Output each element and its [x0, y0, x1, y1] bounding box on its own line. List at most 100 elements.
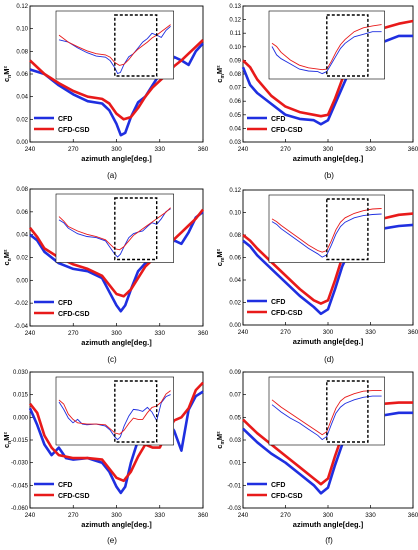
y-tick-label: 0.00 [16, 140, 28, 146]
y-tick-label: 0.08 [229, 233, 241, 239]
x-tick-label: 330 [365, 329, 376, 336]
panel-label: (c) [107, 355, 117, 364]
y-tick-label: 0.12 [16, 4, 28, 10]
panel-f: 240 270 300 330 360 -0.03 -0.01 0.01 0.03 0.05 0.0… [215, 370, 418, 545]
legend-label: CFD [271, 299, 285, 306]
x-tick-label: 240 [238, 512, 249, 519]
inset-series-line [58, 394, 171, 441]
y-tick-label: -0.04 [14, 324, 28, 330]
panel-label: (f) [325, 536, 333, 545]
x-tick-label: 270 [280, 512, 291, 519]
legend-label: CFD-CSD [271, 127, 303, 134]
y-tick-label: 0.10 [229, 45, 241, 51]
y-tick-label: 0.03 [229, 140, 241, 146]
legend-label: CFD-CSD [271, 310, 303, 317]
x-tick-label: 300 [111, 330, 122, 337]
y-tick-label: 0.03 [229, 438, 241, 444]
y-tick-label: 0.06 [229, 256, 241, 262]
x-tick-label: 360 [198, 512, 209, 519]
x-tick-label: 330 [365, 512, 376, 519]
y-tick-label: 0.10 [16, 27, 28, 33]
series-line-cfd-csd [28, 381, 204, 483]
x-tick-label: 240 [25, 512, 36, 519]
y-axis-label: cnM² [2, 249, 13, 265]
y-tick-label: -0.045 [11, 483, 29, 489]
y-tick-label: 0.09 [229, 370, 241, 376]
y-tick-label: 0.08 [229, 72, 241, 78]
panel-a: 240 270 300 330 360 0.00 0.02 0.04 0.06 0.08 0.10 0… [2, 4, 209, 180]
legend-label: CFD-CSD [271, 493, 303, 500]
legend-label: CFD-CSD [58, 311, 90, 318]
inset-zoom-box [326, 14, 369, 77]
inset-series-line [58, 207, 171, 251]
x-tick-label: 360 [408, 146, 418, 153]
y-tick-label: 0.00 [229, 323, 241, 329]
x-tick-label: 270 [68, 512, 79, 519]
inset-series-line [271, 395, 382, 441]
panel-d: 240 270 300 330 360 0.00 0.02 0.04 0.06 0.08 0.10 0… [215, 188, 418, 364]
y-tick-label: 0.05 [229, 113, 241, 119]
x-tick-label: 240 [238, 146, 249, 153]
panel-label: (d) [324, 355, 334, 364]
x-tick-label: 240 [25, 146, 36, 153]
legend-label: CFD [58, 116, 72, 123]
x-axis-label: azimuth angle[deg.] [81, 520, 152, 529]
legend-label: CFD [58, 300, 72, 307]
panel-label: (b) [324, 171, 334, 180]
legend-label: CFD [58, 482, 72, 489]
x-tick-label: 270 [68, 146, 79, 153]
x-tick-label: 270 [68, 330, 79, 337]
x-tick-label: 360 [408, 512, 418, 519]
x-tick-label: 270 [280, 146, 291, 153]
y-tick-label: 0.04 [229, 126, 241, 132]
y-tick-label: 0.07 [229, 86, 241, 92]
inset-series-line [271, 390, 382, 436]
y-axis-label: cmM² [215, 248, 226, 266]
x-tick-label: 330 [154, 512, 165, 519]
legend-label: CFD-CSD [58, 493, 90, 500]
y-tick-label: 0.13 [229, 4, 241, 10]
inset-zoom-box [114, 14, 158, 77]
y-tick-label: 0.015 [13, 393, 29, 399]
x-tick-label: 300 [323, 512, 334, 519]
x-tick-label: 300 [111, 512, 122, 519]
series-line-cfd [29, 210, 204, 313]
x-tick-label: 240 [238, 329, 249, 336]
y-tick-label: -0.01 [227, 483, 241, 489]
y-tick-label: 0.04 [16, 95, 28, 101]
x-tick-label: 360 [198, 146, 209, 153]
x-tick-label: 240 [25, 330, 36, 337]
x-axis-label: azimuth angle[deg.] [293, 520, 364, 529]
panel-c: 240 270 300 330 360 -0.04 -0.02 0.00 0.02 0.04 0.0… [2, 187, 209, 364]
y-tick-label: 0.06 [229, 99, 241, 105]
y-tick-label: 0.05 [229, 415, 241, 421]
x-axis-label: azimuth angle[deg.] [81, 154, 152, 163]
y-tick-label: -0.015 [11, 438, 29, 444]
panel-label: (a) [107, 171, 117, 180]
inset-series-line [58, 208, 171, 258]
y-tick-label: 0.07 [229, 393, 241, 399]
y-tick-label: 0.09 [229, 58, 241, 64]
y-tick-label: 0.02 [229, 301, 241, 307]
legend-label: CFD-CSD [58, 127, 90, 134]
panel-e: 240 270 300 330 360 -0.060 -0.045 -0.030 -0.015 0… [2, 370, 209, 545]
y-tick-label: 0.12 [229, 18, 241, 24]
y-tick-label: 0.030 [13, 370, 29, 376]
x-tick-label: 300 [323, 329, 334, 336]
y-tick-label: 0.02 [16, 117, 28, 123]
panel-b: 240 270 300 330 360 0.03 0.04 0.05 0.06 0.07 0.08 0… [215, 4, 418, 180]
y-tick-label: 0.06 [16, 72, 28, 78]
y-tick-label: 0.000 [13, 415, 29, 421]
x-axis-label: azimuth angle[deg.] [293, 154, 364, 163]
legend-label: CFD [271, 482, 285, 489]
y-tick-label: 0.04 [229, 278, 241, 284]
y-tick-label: 0.12 [229, 188, 241, 194]
y-axis-label: cmM² [215, 431, 226, 449]
y-tick-label: 0.00 [16, 278, 28, 284]
inset-zoom-box [114, 197, 158, 261]
legend-label: CFD [271, 116, 285, 123]
x-tick-label: 360 [198, 330, 209, 337]
y-tick-label: 0.08 [16, 49, 28, 55]
y-tick-label: 0.08 [16, 187, 28, 193]
